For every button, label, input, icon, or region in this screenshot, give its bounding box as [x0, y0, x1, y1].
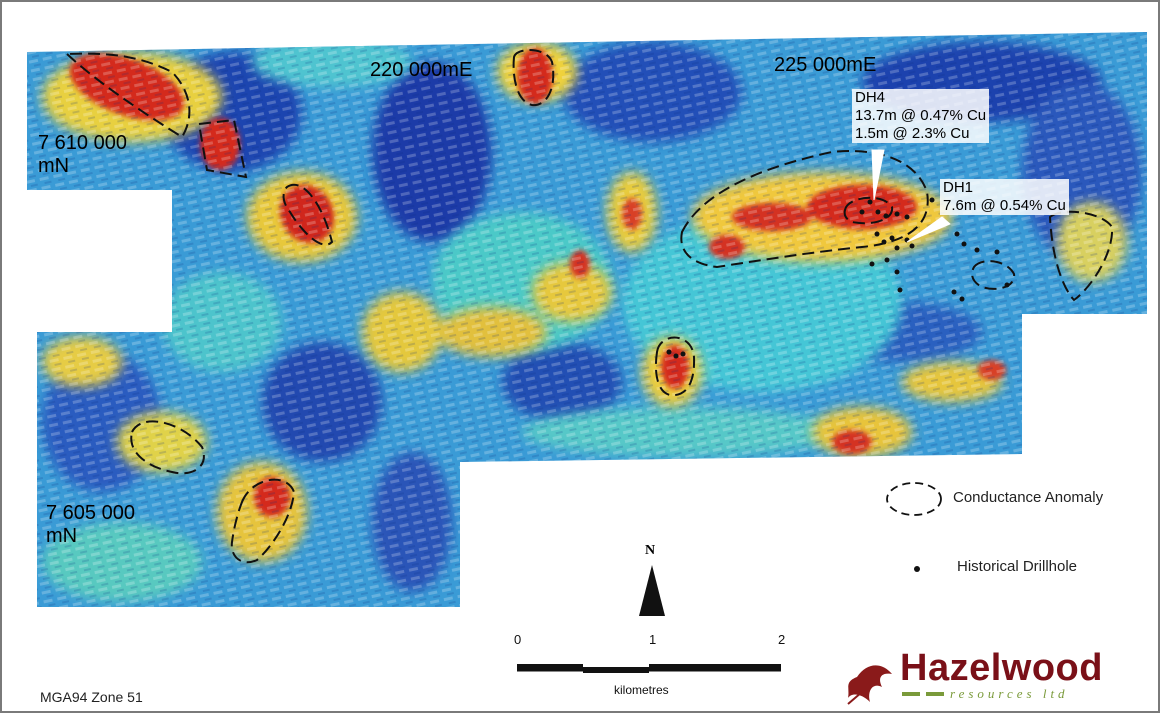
company-logo-tagline: resources ltd	[950, 686, 1069, 701]
scale-unit-label: kilometres	[614, 683, 669, 697]
easting-label-220000: 220 000mE	[370, 59, 473, 81]
drillhole-intercept: 1.5m @ 2.3% Cu	[852, 125, 990, 143]
legend-drillhole-label: Historical Drillhole	[957, 558, 1078, 575]
drillhole-name: DH4	[852, 89, 990, 107]
northing-unit: mN	[38, 155, 70, 177]
legend-anomaly-symbol	[886, 482, 942, 516]
company-logo-name: Hazelwood	[900, 647, 1103, 689]
logo-leaf-icon	[847, 665, 944, 705]
north-arrow-label: N	[645, 543, 656, 558]
northing-unit: mN	[46, 525, 78, 547]
northing-label-7605000: 7 605 000 mN	[46, 502, 135, 548]
legend-symbols	[886, 482, 942, 572]
scale-tick-2: 2	[778, 632, 786, 647]
legend-drillhole-symbol	[914, 566, 920, 572]
drillhole-label-dh4: DH4 13.7m @ 0.47% Cu 1.5m @ 2.3% Cu	[852, 89, 990, 143]
drillhole-name: DH1	[940, 179, 1069, 197]
anomaly-outline	[197, 118, 248, 179]
northing-label-7610000: 7 610 000 mN	[38, 132, 127, 178]
scale-tick-0: 0	[514, 632, 522, 647]
northing-value: 7 605 000	[46, 502, 135, 524]
projection-label: MGA94 Zone 51	[40, 689, 143, 705]
drillhole-label-dh1: DH1 7.6m @ 0.54% Cu	[940, 179, 1069, 215]
scale-tick-1: 1	[649, 632, 657, 647]
anomaly-outline	[971, 260, 1016, 290]
drillholes	[666, 197, 1010, 359]
anomaly-outline	[64, 52, 191, 139]
anomaly-outline	[843, 196, 894, 225]
conductance-anomalies	[64, 49, 1114, 564]
northing-value: 7 610 000	[38, 132, 127, 154]
anomaly-outline	[680, 150, 929, 269]
drillhole-intercept: 13.7m @ 0.47% Cu	[852, 107, 990, 125]
anomaly-outline	[130, 420, 205, 475]
anomaly-outline	[512, 49, 555, 107]
scale-bar	[517, 664, 781, 673]
legend-anomaly-label: Conductance Anomaly	[953, 489, 1104, 506]
drillhole-intercept: 7.6m @ 0.54% Cu	[940, 197, 1069, 215]
north-arrow	[639, 565, 665, 616]
drillhole-leaders	[871, 149, 951, 243]
anomaly-outline	[1048, 210, 1114, 302]
easting-label-225000: 225 000mE	[774, 54, 877, 76]
anomaly-outline	[230, 478, 296, 564]
anomaly-outline	[282, 184, 334, 246]
anomaly-outline	[654, 336, 696, 397]
